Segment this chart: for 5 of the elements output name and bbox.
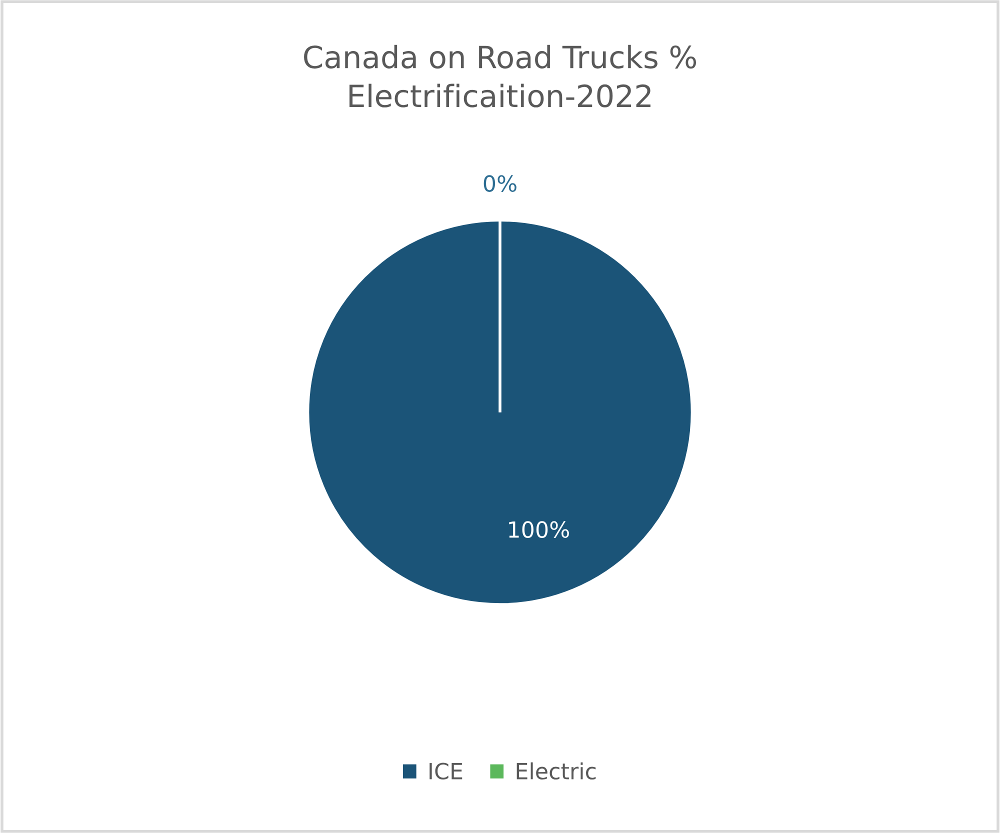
text: 0%	[484, 175, 516, 192]
data-label: 100%	[509, 521, 569, 538]
chart-title: Canada on Road Trucks % Electrificaition-2022	[304, 44, 696, 108]
legend-label: ICE	[430, 762, 462, 780]
legend-label: Electric	[516, 762, 596, 780]
